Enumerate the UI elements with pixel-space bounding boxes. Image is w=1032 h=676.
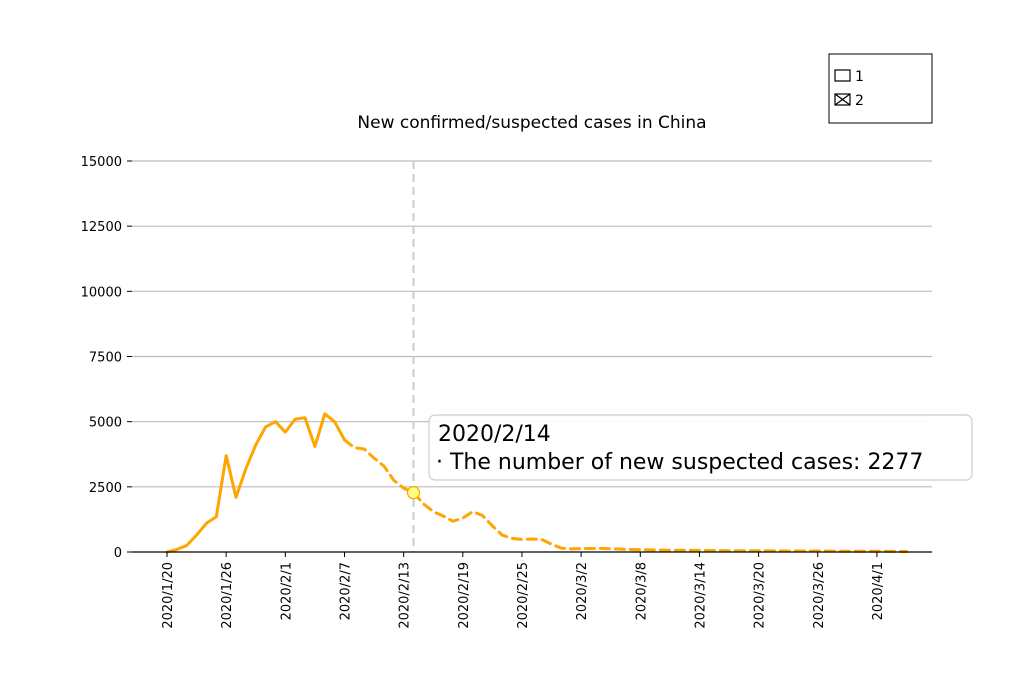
x-tick-label: 2020/1/26 — [220, 562, 235, 629]
x-tick-label: 2020/2/7 — [338, 562, 353, 620]
confirmed-series-line — [165, 412, 346, 554]
x-tick-label: 2020/3/20 — [753, 562, 768, 629]
y-tick-label: 10000 — [81, 285, 122, 300]
y-tick-label: 2500 — [89, 481, 122, 496]
x-tick-label: 2020/2/1 — [279, 562, 294, 620]
highlighted-point[interactable] — [406, 486, 421, 500]
chart-title: New confirmed/suspected cases in China — [357, 113, 706, 133]
legend-label: 1 — [855, 69, 864, 85]
tooltip: 2020/2/14 · The number of new suspected … — [428, 414, 973, 481]
y-tick-label: 0 — [114, 546, 122, 561]
tooltip-value: · The number of new suspected cases: 227… — [436, 450, 923, 475]
x-tick-label: 2020/2/25 — [516, 562, 531, 629]
legend-cross-line — [834, 93, 851, 106]
suspected-series-line — [343, 438, 908, 553]
y-tick-label: 15000 — [81, 155, 122, 170]
x-tick-label: 2020/4/1 — [871, 562, 886, 620]
legend-box — [828, 53, 933, 124]
x-tick-label: 2020/3/8 — [634, 562, 649, 620]
y-tick-label: 7500 — [89, 351, 122, 366]
legend-marker-icon — [834, 69, 851, 82]
x-tick-label: 2020/1/20 — [161, 562, 176, 629]
grid-lines — [132, 160, 932, 488]
series-lines — [165, 412, 908, 554]
tooltip-date: 2020/2/14 — [438, 422, 551, 447]
legend: 12 — [828, 53, 933, 124]
x-tick-label: 2020/3/26 — [812, 562, 827, 629]
legend-label: 2 — [855, 93, 864, 109]
x-axis-ticks: 2020/1/20 2020/1/26 2020/2/1 2020/2/7 2020/2… — [161, 552, 886, 629]
y-axis-ticks: 0 2500 5000 7500 10000 12500 15000 — [81, 155, 132, 561]
tooltip-box — [428, 414, 973, 481]
x-tick-label: 2020/2/19 — [457, 562, 472, 629]
x-tick-label: 2020/3/14 — [693, 562, 708, 629]
x-tick-label: 2020/3/2 — [575, 562, 590, 620]
x-tick-label: 2020/2/13 — [398, 562, 413, 629]
y-tick-label: 12500 — [81, 220, 122, 235]
y-tick-label: 5000 — [89, 416, 122, 431]
